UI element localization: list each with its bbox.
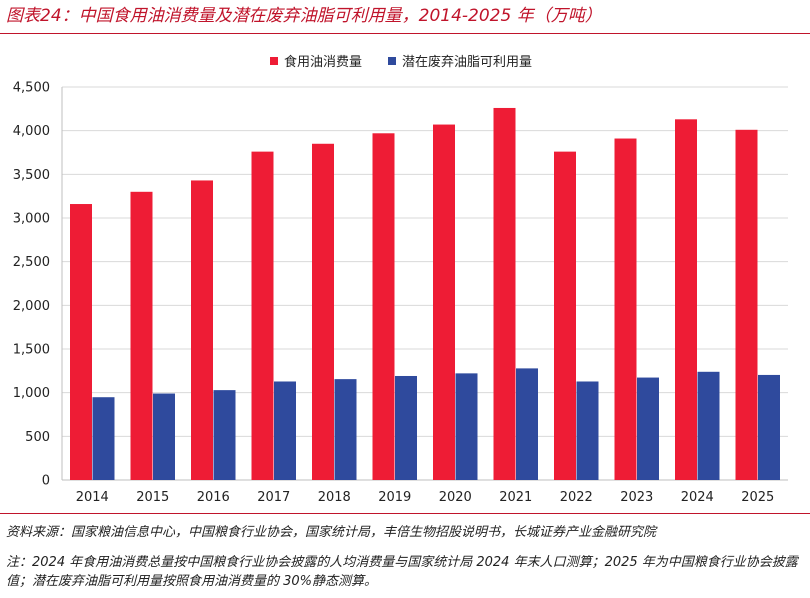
bar-consumption [493, 107, 516, 481]
x-tick-label: 2018 [318, 490, 351, 505]
bar-waste-oil [758, 374, 780, 480]
x-tick-label: 2015 [136, 490, 169, 505]
legend-item-waste-oil: 潜在废弃油脂可利用量 [388, 51, 532, 70]
bar-consumption [312, 143, 334, 480]
bar-consumption [130, 191, 153, 481]
figure-title: 图表24：中国食用油消费量及潜在废弃油脂可利用量，2014-2025 年（万吨） [6, 6, 602, 26]
legend-item-consumption: 食用油消费量 [270, 51, 362, 70]
bar-consumption [70, 204, 92, 480]
bar-waste-oil [697, 371, 720, 480]
x-tick-label: 2017 [257, 490, 290, 505]
bar-consumption [554, 151, 576, 481]
bar-waste-oil [92, 397, 115, 480]
bar-consumption [614, 138, 637, 480]
bar-consumption [191, 180, 213, 481]
bar-waste-oil [455, 373, 478, 480]
legend-swatch-consumption [270, 56, 278, 65]
legend-label-consumption: 食用油消费量 [284, 55, 363, 70]
y-tick-label: 4,500 [13, 81, 50, 96]
legend-label-waste-oil: 潜在废弃油脂可利用量 [402, 55, 533, 70]
bar-waste-oil [395, 375, 417, 480]
y-tick-label: 0 [42, 474, 50, 489]
x-tick-label: 2014 [76, 490, 109, 505]
y-tick-label: 3,000 [13, 212, 50, 227]
x-tick-label: 2025 [741, 490, 774, 505]
bar-waste-oil [213, 390, 236, 480]
x-tick-label: 2021 [499, 490, 532, 505]
bar-consumption [251, 151, 274, 481]
x-tick-label: 2024 [681, 490, 714, 505]
bar-consumption [372, 133, 395, 480]
bar-waste-oil [576, 381, 599, 480]
y-tick-label: 1,000 [13, 386, 50, 401]
x-tick-label: 2019 [378, 490, 411, 505]
bar-waste-oil [637, 377, 659, 480]
x-tick-label: 2022 [560, 490, 593, 505]
note-text: 注：2024 年食用油消费总量按中国粮食行业协会披露的人均消费量与国家统计局 2… [6, 555, 798, 589]
y-tick-label: 2,000 [13, 299, 50, 314]
y-tick-label: 3,500 [13, 168, 50, 183]
bar-waste-oil [153, 393, 175, 480]
y-tick-label: 500 [25, 430, 50, 445]
y-tick-label: 1,500 [13, 343, 50, 358]
x-tick-label: 2020 [439, 490, 472, 505]
legend-swatch-waste-oil [388, 56, 396, 65]
chart-legend: 食用油消费量 潜在废弃油脂可利用量 [0, 51, 810, 71]
bar-waste-oil [516, 368, 538, 480]
bar-consumption [735, 129, 758, 480]
title-divider [0, 33, 810, 34]
bar-waste-oil [274, 381, 296, 480]
bar-consumption [433, 124, 455, 480]
bar-consumption [675, 119, 697, 481]
y-tick-label: 2,500 [13, 255, 50, 270]
bar-chart: 0 500 1,000 1,500 2,000 2,500 3,000 3,500 4,000 4… [13, 81, 788, 505]
footer-divider [0, 513, 810, 514]
source-text: 资料来源：国家粮油信息中心，中国粮食行业协会，国家统计局，丰倍生物招股说明书，长… [6, 525, 657, 540]
x-tick-label: 2023 [620, 490, 653, 505]
x-tick-label: 2016 [197, 490, 230, 505]
y-tick-label: 4,000 [13, 124, 50, 139]
bar-waste-oil [334, 379, 357, 480]
